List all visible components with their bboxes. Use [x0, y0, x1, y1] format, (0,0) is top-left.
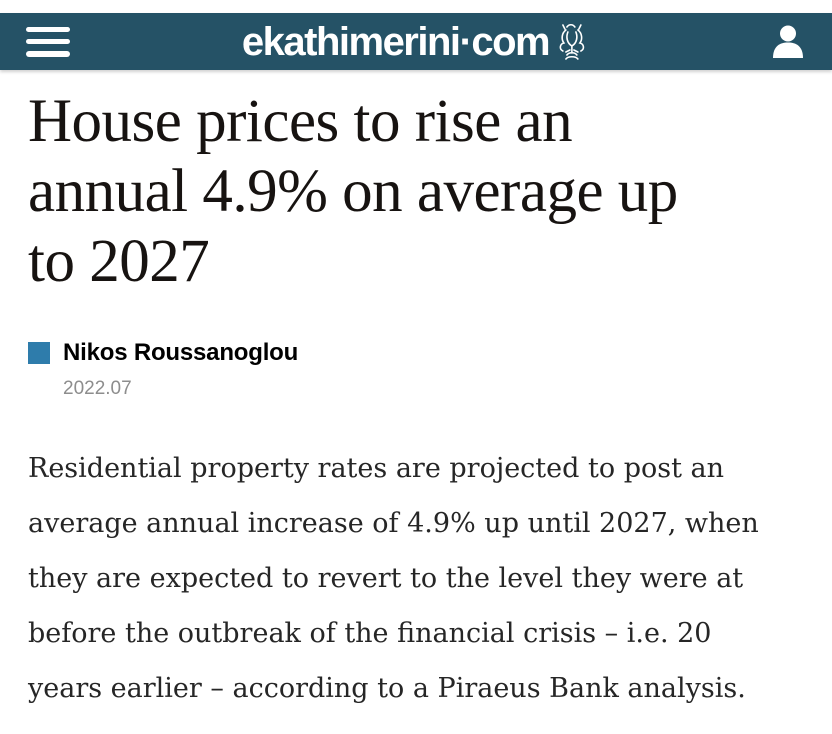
author-name[interactable]: Nikos Roussanoglou	[63, 339, 299, 366]
body-line: before the outbreak of the financial cri…	[28, 618, 712, 649]
brand-logo-text: ekathimerini·com	[241, 19, 551, 64]
hamburger-menu-icon	[26, 51, 70, 57]
user-account-icon	[773, 25, 803, 58]
article: House prices to rise an annual 4.9% on a…	[0, 87, 832, 716]
hamburger-menu-icon	[26, 38, 70, 45]
body-line: they are expected to revert to the level…	[28, 563, 744, 594]
byline: Nikos Roussanoglou	[28, 339, 804, 367]
publish-date: 2022.07	[63, 378, 132, 399]
body-line: Residential property rates are projected…	[28, 453, 725, 484]
eagle-emblem-icon	[559, 23, 585, 60]
account-button[interactable]	[770, 25, 806, 58]
body-line: average annual increase of 4.9% up until…	[28, 508, 759, 539]
author-marker	[28, 342, 50, 364]
app-header: ekathimerini·com	[0, 13, 832, 70]
menu-button[interactable]	[26, 26, 70, 57]
body-line: years earlier – according to a Piraeus B…	[28, 673, 746, 704]
article-title-line: annual 4.9% on average up	[28, 158, 678, 225]
article-body: Residential property rates are projected…	[28, 441, 804, 716]
article-title-line: House prices to rise an	[28, 88, 573, 155]
article-title: House prices to rise an annual 4.9% on a…	[28, 87, 804, 297]
article-title-line: to 2027	[28, 228, 210, 295]
brand-logo[interactable]: ekathimerini·com	[242, 21, 590, 63]
hamburger-menu-icon	[26, 26, 70, 32]
